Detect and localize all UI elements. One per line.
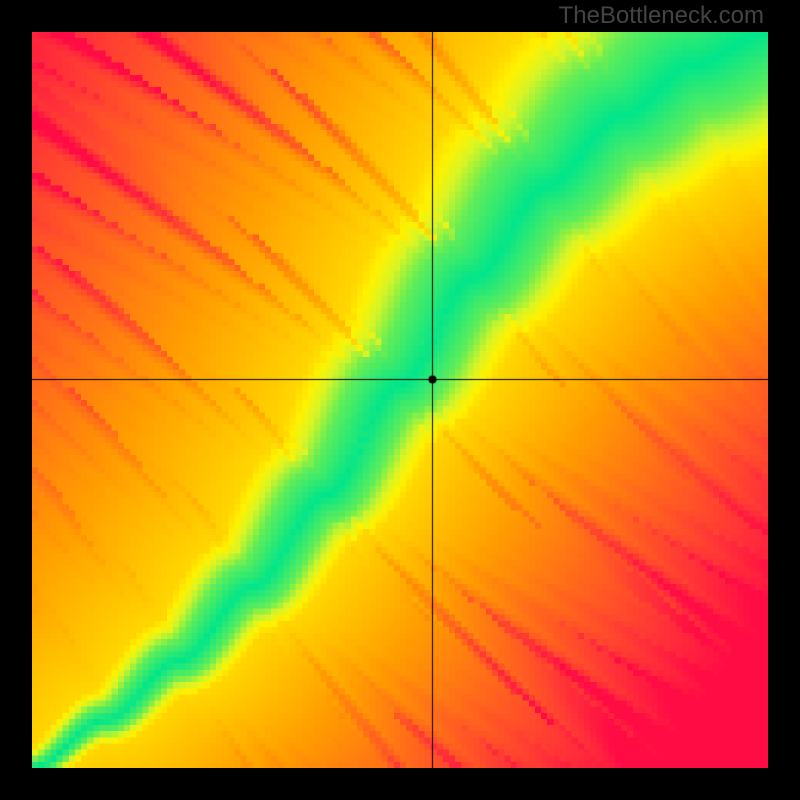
chart-root: { "canvas": { "width_px": 800, "height_p…: [0, 0, 800, 800]
watermark-text: TheBottleneck.com: [559, 2, 764, 30]
bottleneck-heatmap: [32, 32, 768, 768]
